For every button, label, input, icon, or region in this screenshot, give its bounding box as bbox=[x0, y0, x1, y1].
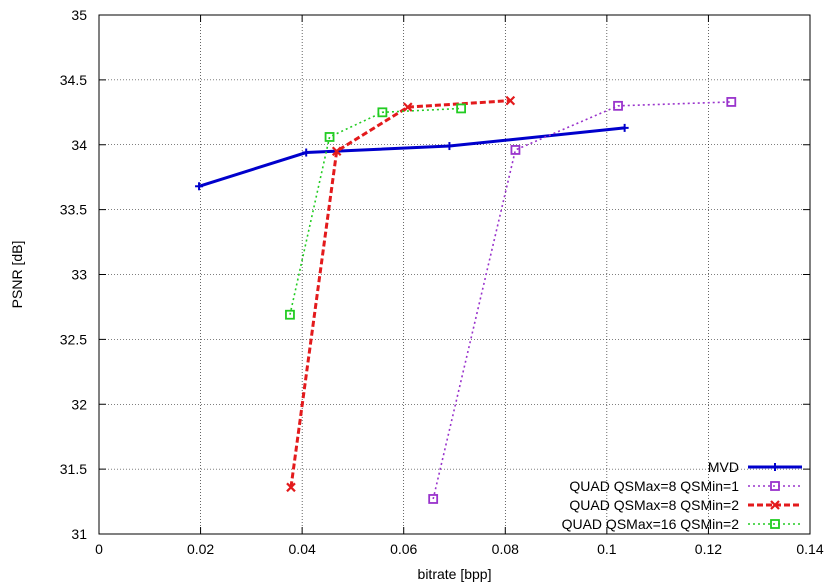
series-line bbox=[198, 126, 625, 188]
series-2 bbox=[286, 95, 516, 493]
series-0 bbox=[195, 123, 629, 191]
series-line bbox=[289, 107, 462, 315]
y-tick-label: 34.5 bbox=[60, 72, 87, 88]
data-point bbox=[620, 123, 629, 132]
legend-entry: MVD bbox=[708, 459, 802, 475]
x-tick-label: 0.06 bbox=[390, 541, 417, 557]
grid bbox=[99, 15, 810, 534]
data-point bbox=[505, 95, 516, 106]
legend-entry: QUAD QSMax=8 QSMin=2 bbox=[569, 497, 802, 513]
data-point bbox=[428, 494, 439, 504]
data-point bbox=[324, 132, 335, 142]
x-tick-label: 0.14 bbox=[796, 541, 823, 557]
series-1 bbox=[428, 97, 737, 504]
axis-ticks: 0 0.02 0.04 0.06 0.08 0.1 0.12 0.14 31 31.5 32 32.5… bbox=[60, 7, 824, 557]
x-tick-label: 0.04 bbox=[289, 541, 316, 557]
y-tick-label: 34 bbox=[71, 137, 87, 153]
x-tick-label: 0.02 bbox=[187, 541, 214, 557]
x-tick-label: 0.08 bbox=[492, 541, 519, 557]
series-3 bbox=[285, 103, 467, 320]
y-tick-label: 31.5 bbox=[60, 461, 87, 477]
data-point bbox=[402, 102, 413, 112]
legend-marker bbox=[771, 463, 779, 471]
legend-label: QUAD QSMax=16 QSMin=2 bbox=[562, 516, 740, 532]
data-point bbox=[195, 182, 204, 191]
y-axis-label: PSNR [dB] bbox=[9, 241, 25, 309]
series-line bbox=[289, 99, 511, 488]
data-point bbox=[726, 97, 737, 107]
y-tick-label: 33.5 bbox=[60, 202, 87, 218]
legend-entry: QUAD QSMax=16 QSMin=2 bbox=[562, 516, 802, 532]
data-point bbox=[302, 148, 311, 157]
legend-label: MVD bbox=[708, 459, 739, 475]
x-tick-label: 0.1 bbox=[597, 541, 617, 557]
data-point bbox=[331, 146, 342, 157]
y-tick-label: 32 bbox=[71, 396, 87, 412]
legend-marker bbox=[770, 481, 780, 491]
legend-marker bbox=[770, 519, 780, 529]
x-axis-label: bitrate [bpp] bbox=[418, 566, 492, 582]
data-point bbox=[456, 103, 467, 114]
legend: MVD QUAD QSMax=8 QSMin=1 QUAD QSMax=8 QSMi… bbox=[562, 459, 802, 532]
data-point bbox=[613, 100, 623, 111]
y-tick-label: 31 bbox=[71, 526, 87, 542]
y-tick-label: 32.5 bbox=[60, 331, 87, 347]
legend-entry: QUAD QSMax=8 QSMin=1 bbox=[569, 478, 802, 494]
series-line bbox=[432, 101, 732, 500]
data-point bbox=[286, 482, 296, 493]
x-tick-label: 0 bbox=[95, 541, 103, 557]
y-tick-label: 35 bbox=[71, 7, 87, 23]
x-tick-label: 0.12 bbox=[695, 541, 722, 557]
legend-marker bbox=[770, 500, 780, 510]
legend-label: QUAD QSMax=8 QSMin=1 bbox=[569, 478, 739, 494]
y-tick-label: 33 bbox=[71, 267, 87, 283]
data-point bbox=[377, 107, 388, 118]
data-point bbox=[510, 145, 521, 155]
legend-label: QUAD QSMax=8 QSMin=2 bbox=[569, 497, 739, 513]
series-layer bbox=[195, 95, 737, 504]
data-point bbox=[285, 309, 295, 320]
data-point bbox=[445, 142, 454, 151]
